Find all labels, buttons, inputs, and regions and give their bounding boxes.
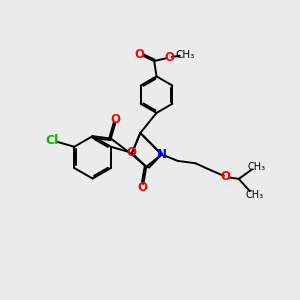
Text: O: O — [126, 146, 136, 159]
Text: O: O — [138, 182, 148, 194]
Text: O: O — [221, 170, 231, 183]
Text: O: O — [134, 48, 144, 61]
Text: O: O — [164, 51, 174, 64]
Text: N: N — [157, 148, 167, 160]
Text: CH₃: CH₃ — [248, 162, 266, 172]
Text: Cl: Cl — [45, 134, 58, 147]
Text: CH₃: CH₃ — [246, 190, 264, 200]
Text: O: O — [111, 113, 121, 126]
Text: CH₃: CH₃ — [176, 50, 195, 60]
